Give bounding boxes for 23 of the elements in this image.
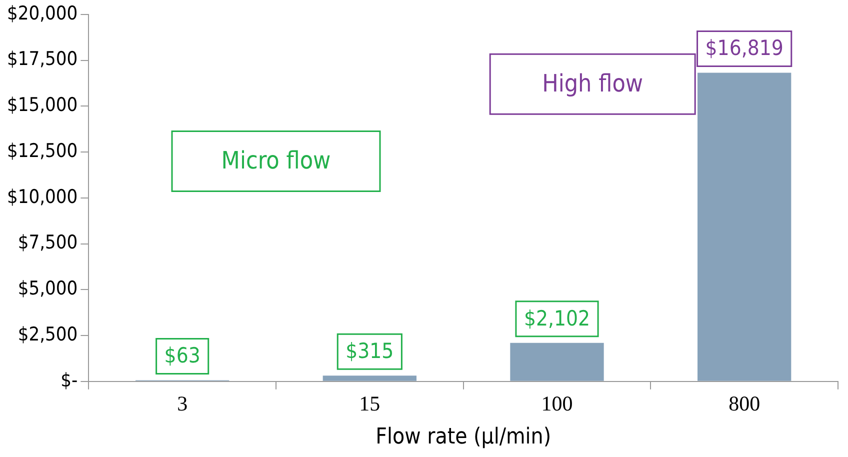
data-label: $16,819 — [705, 36, 784, 60]
x-tick-label: 800 — [728, 392, 760, 416]
data-label: $63 — [164, 344, 200, 368]
y-tick-label: $12,500 — [6, 140, 78, 162]
annotation: High flow — [542, 69, 644, 98]
y-tick-label: $7,500 — [18, 232, 78, 254]
y-tick-label: $- — [60, 369, 78, 392]
y-tick-label: $17,500 — [6, 48, 78, 70]
x-axis-title: Flow rate (µl/min) — [376, 424, 552, 450]
x-tick-label: 3 — [177, 392, 188, 416]
data-label: $315 — [346, 339, 394, 364]
bar — [322, 376, 416, 381]
bar — [510, 342, 604, 381]
y-tick-label: $10,000 — [6, 186, 78, 208]
x-tick-label: 15 — [359, 392, 380, 416]
data-label: $2,102 — [524, 306, 590, 330]
bar — [698, 72, 792, 381]
y-tick-label: $20,000 — [6, 2, 78, 24]
y-tick-label: $2,500 — [18, 323, 78, 346]
y-tick-label: $15,000 — [6, 94, 78, 116]
x-tick-label: 100 — [541, 392, 573, 416]
y-tick-label: $5,000 — [18, 278, 78, 300]
annotation: Micro flow — [221, 146, 331, 174]
